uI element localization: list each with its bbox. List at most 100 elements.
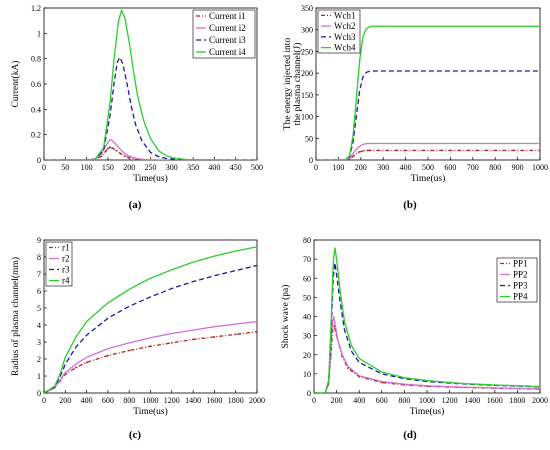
legend-label: Wch1 <box>334 10 356 20</box>
x-tick-label: 100 <box>81 163 93 172</box>
series-marker <box>234 333 237 336</box>
y-tick-label: 9 <box>37 236 41 245</box>
x-tick-label: 200 <box>331 396 343 405</box>
x-tick-label: 500 <box>251 163 263 172</box>
x-tick-label: 1600 <box>206 396 222 405</box>
y-tick-label: 50 <box>305 134 313 143</box>
series-marker <box>357 151 360 154</box>
y-tick-label: 200 <box>301 69 313 78</box>
y-tick-label: 250 <box>301 47 313 56</box>
y-tick-label: 1 <box>37 29 41 38</box>
x-tick-label: 1800 <box>228 396 244 405</box>
x-tick-label: 300 <box>377 163 389 172</box>
series-line-pp4 <box>314 247 540 393</box>
legend-box <box>192 9 256 59</box>
series-marker <box>115 149 118 152</box>
x-tick-label: 0 <box>312 396 316 405</box>
legend-label: PP4 <box>513 292 528 302</box>
y-tick-label: 150 <box>301 91 313 100</box>
x-tick-label: 1000 <box>143 396 159 405</box>
series-marker <box>128 156 131 159</box>
y-tick-label: 5 <box>37 304 41 313</box>
series-marker <box>347 367 349 370</box>
y-tick-label: 0.8 <box>31 55 41 64</box>
legend-label: PP1 <box>513 259 528 269</box>
y-axis-label: Shock wave (pa) <box>280 285 291 349</box>
y-axis-label: Radius of plasma channel(mm) <box>10 257 21 376</box>
legend-label: Current i4 <box>209 47 246 57</box>
series-line-pp3 <box>314 262 540 393</box>
y-tick-label: 0 <box>307 389 311 398</box>
y-tick-label: 0 <box>37 389 41 398</box>
y-tick-label: 3 <box>37 338 41 347</box>
x-tick-label: 200 <box>355 163 367 172</box>
series-marker <box>124 155 126 158</box>
legend-label: Wch3 <box>334 32 356 42</box>
x-axis-label: Time(us) <box>411 173 446 184</box>
y-tick-label: 1.2 <box>31 4 41 13</box>
series-line-wch4 <box>316 25 540 160</box>
series-marker <box>104 150 107 153</box>
x-tick-label: 350 <box>187 163 199 172</box>
y-tick-label: 70 <box>303 255 311 264</box>
legend-label: PP2 <box>513 270 528 280</box>
series-line-r2 <box>44 320 257 393</box>
series-marker <box>111 147 114 149</box>
x-axis-label: Time(us) <box>133 173 168 184</box>
x-tick-label: 1400 <box>185 396 201 405</box>
x-tick-label: 100 <box>332 163 344 172</box>
x-tick-label: 200 <box>59 396 71 405</box>
y-axis-label: Current(kA) <box>10 61 21 108</box>
series-line-current-i1 <box>44 146 257 160</box>
y-tick-label: 7 <box>37 270 41 279</box>
y-tick-label: 0.4 <box>31 105 41 114</box>
x-tick-label: 400 <box>208 163 220 172</box>
legend-label: Wch4 <box>334 43 356 53</box>
legend-label: r2 <box>62 254 70 264</box>
x-tick-label: 600 <box>376 396 388 405</box>
panel-label: (b) <box>403 199 417 211</box>
chart-panel-d: 0 200 400 600 800 1000 1200 1400 1600 1800 2000 0 10… <box>280 236 548 441</box>
chart-panel-c: 0 200 400 600 800 1000 1200 1400 1600 1800 2000 0 1 2… <box>10 236 265 441</box>
y-tick-label: 50 <box>303 293 311 302</box>
legend-box <box>45 241 73 287</box>
x-tick-label: 600 <box>102 396 114 405</box>
series-marker <box>119 152 122 155</box>
x-tick-label: 500 <box>422 163 434 172</box>
y-tick-label: 0 <box>309 156 313 165</box>
series-line-current-i2 <box>44 138 257 160</box>
series-marker <box>170 341 173 344</box>
x-tick-label: 400 <box>81 396 93 405</box>
x-tick-label: 900 <box>512 163 524 172</box>
x-tick-label: 2000 <box>249 396 265 405</box>
y-tick-label: 0.2 <box>31 131 41 140</box>
x-tick-label: 800 <box>398 396 410 405</box>
panel-label: (a) <box>129 199 142 211</box>
y-tick-label: 8 <box>37 253 41 262</box>
y-tick-label: 350 <box>301 4 313 13</box>
legend-label: PP3 <box>513 281 528 291</box>
series-line-r3 <box>44 264 257 393</box>
series-marker <box>109 146 111 149</box>
series-marker <box>366 149 369 152</box>
x-tick-label: 200 <box>123 163 135 172</box>
y-tick-label: 80 <box>303 236 311 245</box>
x-tick-label: 400 <box>353 396 365 405</box>
series-marker <box>75 366 77 369</box>
y-tick-label: 100 <box>301 113 313 122</box>
series-marker <box>107 354 109 357</box>
x-tick-label: 400 <box>400 163 412 172</box>
y-tick-label: 40 <box>303 313 311 322</box>
series-marker <box>256 330 257 333</box>
panel-label: (c) <box>129 429 142 441</box>
x-tick-label: 1600 <box>487 396 503 405</box>
y-axis-label: the plasma channel(J) <box>292 43 303 126</box>
series-marker <box>85 361 88 364</box>
legend-box <box>317 9 361 54</box>
legend-label: r1 <box>62 243 70 253</box>
x-tick-label: 2000 <box>532 396 548 405</box>
y-axis-label: The energy injected into <box>283 38 293 131</box>
panel-label: (d) <box>403 429 417 441</box>
y-tick-label: 2 <box>37 355 41 364</box>
